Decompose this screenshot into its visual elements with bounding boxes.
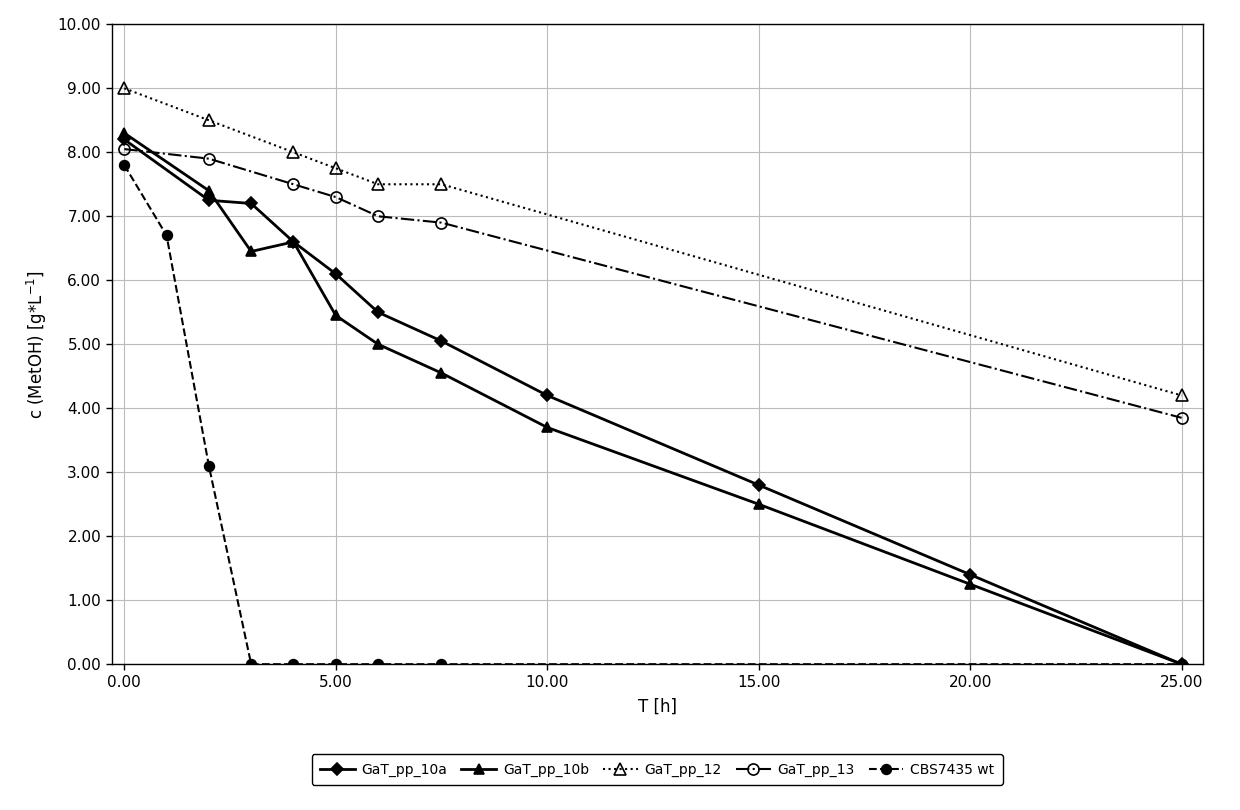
GaT_pp_13 [201, 154, 216, 164]
Line: GaT_pp_10b: GaT_pp_10b [119, 128, 1187, 669]
GaT_pp_10a [201, 195, 216, 205]
GaT_pp_10b [1174, 659, 1189, 669]
GaT_pp_13 [286, 180, 301, 190]
CBS7435 wt [329, 659, 343, 669]
Line: GaT_pp_12: GaT_pp_12 [119, 83, 1187, 401]
GaT_pp_12 [371, 180, 386, 190]
GaT_pp_10b [201, 185, 216, 195]
GaT_pp_12 [329, 164, 343, 173]
Line: GaT_pp_13: GaT_pp_13 [119, 143, 1187, 424]
GaT_pp_13 [1174, 413, 1189, 423]
CBS7435 wt [201, 461, 216, 471]
Y-axis label: c (MetOH) [g*L$^{-1}$]: c (MetOH) [g*L$^{-1}$] [25, 270, 50, 419]
GaT_pp_10b [539, 423, 554, 433]
CBS7435 wt [1174, 659, 1189, 669]
CBS7435 wt [286, 659, 301, 669]
Line: CBS7435 wt: CBS7435 wt [119, 160, 1187, 669]
GaT_pp_13 [371, 211, 386, 221]
GaT_pp_10a [371, 308, 386, 318]
GaT_pp_10b [244, 246, 259, 256]
GaT_pp_12 [117, 83, 131, 93]
GaT_pp_13 [434, 218, 449, 228]
GaT_pp_10a [286, 237, 301, 247]
Line: GaT_pp_10a: GaT_pp_10a [120, 135, 1185, 668]
GaT_pp_13 [117, 144, 131, 154]
CBS7435 wt [117, 160, 131, 170]
GaT_pp_12 [434, 180, 449, 190]
GaT_pp_10a [434, 336, 449, 346]
GaT_pp_10a [329, 269, 343, 279]
Legend: GaT_pp_10a, GaT_pp_10b, GaT_pp_12, GaT_pp_13, CBS7435 wt: GaT_pp_10a, GaT_pp_10b, GaT_pp_12, GaT_p… [311, 754, 1003, 785]
GaT_pp_10a [539, 390, 554, 400]
CBS7435 wt [159, 231, 174, 241]
GaT_pp_10b [117, 128, 131, 138]
GaT_pp_10b [434, 369, 449, 378]
GaT_pp_12 [201, 116, 216, 126]
GaT_pp_10b [329, 310, 343, 320]
GaT_pp_10b [751, 499, 766, 509]
GaT_pp_10a [244, 198, 259, 208]
CBS7435 wt [244, 659, 259, 669]
GaT_pp_10a [962, 569, 977, 579]
GaT_pp_10b [286, 237, 301, 247]
GaT_pp_10a [751, 480, 766, 490]
GaT_pp_10a [1174, 659, 1189, 669]
X-axis label: T [h]: T [h] [637, 698, 677, 716]
GaT_pp_12 [286, 147, 301, 157]
GaT_pp_10a [117, 134, 131, 144]
GaT_pp_10b [962, 579, 977, 589]
CBS7435 wt [371, 659, 386, 669]
GaT_pp_10b [371, 339, 386, 349]
GaT_pp_13 [329, 192, 343, 202]
CBS7435 wt [434, 659, 449, 669]
GaT_pp_12 [1174, 390, 1189, 400]
